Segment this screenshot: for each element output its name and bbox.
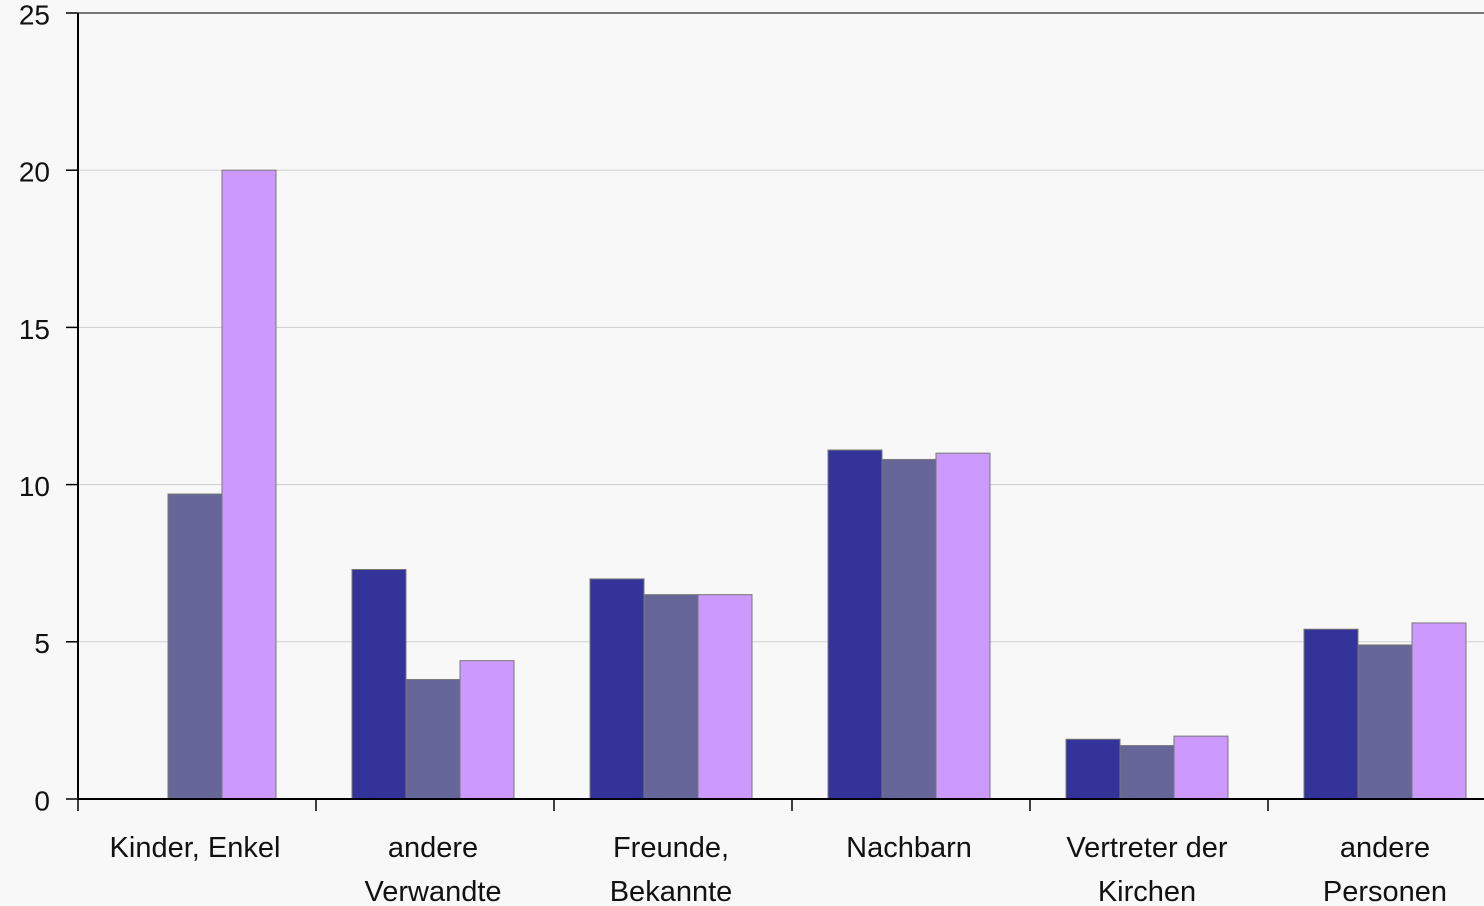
bar bbox=[1357, 644, 1413, 800]
x-tick-label: Kinder, Enkel bbox=[109, 832, 281, 864]
y-tick-label: 20 bbox=[19, 157, 50, 188]
x-tick-label: Nachbarn bbox=[846, 832, 972, 864]
y-tick-label: 5 bbox=[34, 628, 50, 659]
y-tick-label: 0 bbox=[34, 785, 50, 816]
x-tick-label: Vertreter der Kirchen bbox=[1066, 832, 1228, 906]
bar bbox=[643, 594, 699, 800]
bar bbox=[351, 568, 407, 800]
bar bbox=[221, 169, 277, 800]
bar bbox=[697, 594, 753, 800]
bar bbox=[827, 449, 883, 800]
bar bbox=[459, 660, 515, 800]
x-tick-label: andere Personen bbox=[1322, 832, 1448, 906]
bar bbox=[1303, 628, 1359, 800]
bar bbox=[1173, 735, 1229, 800]
bar bbox=[1119, 745, 1175, 800]
bar bbox=[167, 493, 223, 800]
bar bbox=[589, 578, 645, 800]
y-tick-label: 15 bbox=[19, 314, 50, 345]
bar bbox=[1065, 738, 1121, 800]
bar bbox=[881, 458, 937, 800]
bar bbox=[1411, 622, 1467, 800]
y-tick-label: 25 bbox=[19, 0, 50, 30]
y-tick-label: 10 bbox=[19, 471, 50, 502]
x-tick-label: andere Verwandte bbox=[364, 832, 502, 906]
bar bbox=[935, 452, 991, 800]
bar bbox=[405, 679, 461, 800]
x-tick-label: Freunde, Bekannte bbox=[609, 832, 733, 906]
